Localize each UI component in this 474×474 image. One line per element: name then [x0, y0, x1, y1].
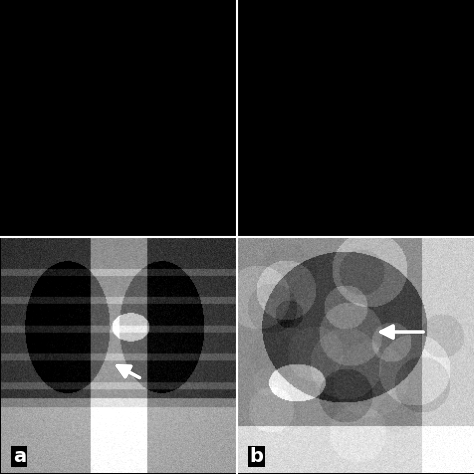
Text: b: b	[250, 447, 264, 466]
Text: a: a	[13, 447, 26, 466]
